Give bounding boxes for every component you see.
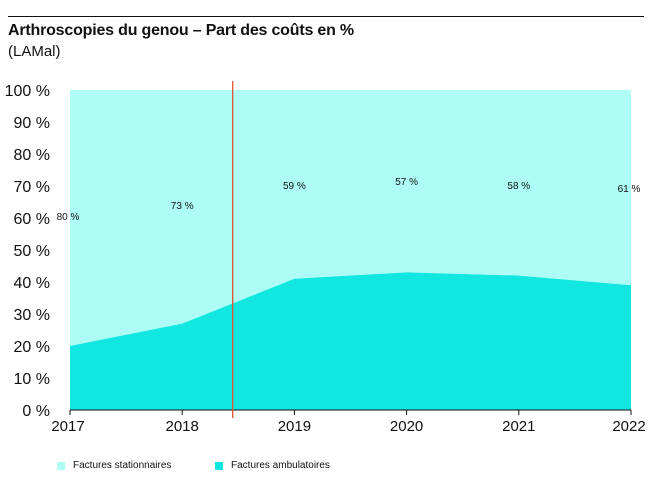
x-tick-label: 2020 bbox=[390, 418, 423, 435]
y-tick-label: 90 % bbox=[14, 115, 50, 132]
legend-swatch-ambulatoires bbox=[215, 461, 223, 470]
y-tick-label: 20 % bbox=[14, 339, 50, 356]
x-tick-label: 2021 bbox=[502, 418, 535, 435]
data-label-stationnaires: 59 % bbox=[283, 181, 306, 192]
legend-swatch-stationnaires bbox=[57, 461, 65, 470]
y-tick-label: 60 % bbox=[14, 211, 50, 228]
data-label-stationnaires: 61 % bbox=[618, 184, 641, 195]
y-tick-label: 10 % bbox=[14, 371, 50, 388]
legend-item-stationnaires: Factures stationnaires bbox=[57, 460, 171, 471]
chart-subtitle: (LAMal) bbox=[8, 43, 61, 60]
area-factures-stationnaires bbox=[70, 90, 631, 346]
y-tick-label: 80 % bbox=[14, 147, 50, 164]
data-label-stationnaires: 80 % bbox=[57, 212, 80, 223]
y-tick-label: 40 % bbox=[14, 275, 50, 292]
chart-title: Arthroscopies du genou – Part des coûts … bbox=[8, 22, 354, 39]
x-tick-label: 2022 bbox=[612, 418, 645, 435]
data-label-stationnaires: 58 % bbox=[507, 181, 530, 192]
x-tick-label: 2019 bbox=[278, 418, 311, 435]
y-tick-label: 100 % bbox=[5, 83, 50, 100]
x-tick-labels: 2017 2018 2019 2020 2021 2022 bbox=[51, 418, 645, 435]
area-factures-ambulatoires bbox=[70, 272, 631, 410]
data-labels: 80 % 73 % 59 % 57 % 58 % 61 % bbox=[57, 177, 641, 223]
areas-group bbox=[70, 90, 631, 410]
y-tick-label: 0 % bbox=[22, 403, 50, 420]
y-tick-label: 50 % bbox=[14, 243, 50, 260]
legend-label-ambulatoires: Factures ambulatoires bbox=[231, 460, 330, 471]
data-label-stationnaires: 57 % bbox=[395, 177, 418, 188]
y-tick-labels: 0 % 10 % 20 % 30 % 40 % 50 % 60 % 70 % 80 % 90 % 1… bbox=[5, 83, 50, 420]
y-tick-label: 30 % bbox=[14, 307, 50, 324]
legend: Factures stationnaires Factures ambulato… bbox=[0, 460, 650, 478]
legend-item-ambulatoires: Factures ambulatoires bbox=[215, 460, 330, 471]
y-tick-label: 70 % bbox=[14, 179, 50, 196]
x-tick-label: 2018 bbox=[166, 418, 199, 435]
x-tick-label: 2017 bbox=[51, 418, 84, 435]
data-label-stationnaires: 73 % bbox=[171, 201, 194, 212]
axis-group bbox=[69, 409, 632, 415]
legend-label-stationnaires: Factures stationnaires bbox=[73, 460, 172, 471]
top-rule bbox=[8, 16, 644, 17]
